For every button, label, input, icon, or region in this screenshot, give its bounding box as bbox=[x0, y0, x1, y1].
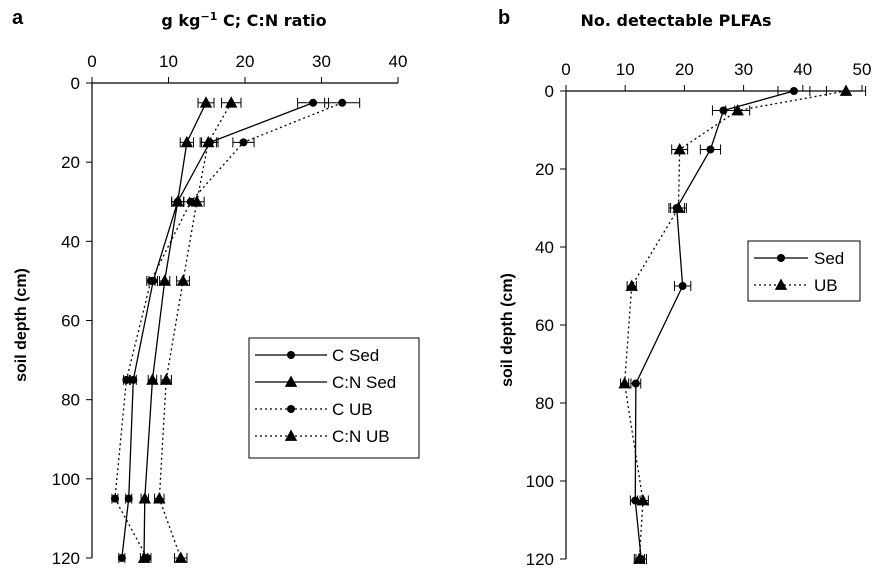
panel-a-y-tick-label: 80 bbox=[61, 391, 80, 410]
panel-a-c-n-ub-point bbox=[174, 551, 187, 563]
panel-b-x-tick-label: 20 bbox=[675, 60, 694, 79]
panel-a-axes: 0 10 20 30 40 0 20 40 60 80 100 120 bbox=[52, 52, 408, 568]
panel-b-legend-ub-marker bbox=[774, 278, 788, 290]
panel-a-c-sed-point bbox=[124, 494, 133, 503]
panel-b-sed-point bbox=[706, 145, 715, 154]
panel-b-x-tick-label: 0 bbox=[561, 60, 570, 79]
panel-b-ub-point bbox=[672, 201, 685, 213]
panel-a-x-tick-label: 0 bbox=[87, 52, 96, 71]
panel-b-legend-sed-label: Sed bbox=[814, 249, 844, 268]
panel-b-x-tick-label: 50 bbox=[853, 60, 872, 79]
panel-b-error-bars bbox=[620, 86, 867, 564]
panel-b-legend: Sed UB bbox=[747, 240, 861, 302]
panel-b-y-tick-label: 100 bbox=[526, 472, 554, 491]
panel-b-sed-point bbox=[789, 87, 798, 95]
panel-b-ub-point bbox=[839, 84, 853, 96]
panel-b-sed-line bbox=[634, 90, 795, 560]
panel-a-legend-c-sed-label: C Sed bbox=[332, 346, 379, 365]
panel-a-c-ub-point bbox=[146, 276, 155, 285]
panel-a-y-tick-label: 20 bbox=[61, 153, 80, 172]
panel-a-legend-box bbox=[248, 337, 420, 459]
panel-a-c-ub-point bbox=[122, 375, 131, 384]
panel-b-ub-point bbox=[731, 104, 744, 116]
panel-b-y-tick-label: 40 bbox=[535, 238, 554, 257]
panel-a-c-n-ub-point bbox=[202, 135, 215, 148]
panel-b-series-lines bbox=[623, 90, 847, 560]
panel-a-c-n-ub-point bbox=[153, 492, 166, 504]
panel-a-c-ub-point bbox=[239, 138, 248, 147]
panel-b-y-tick-label: 0 bbox=[545, 82, 554, 101]
panel-a-legend-c-sed-marker bbox=[287, 351, 295, 359]
panel-b-x-tick-label: 40 bbox=[793, 60, 812, 79]
panel-b-markers bbox=[618, 84, 853, 564]
panel-b-legend-ub-label: UB bbox=[814, 276, 838, 295]
panel-b-ub-point bbox=[618, 377, 631, 389]
panel-a-c-n-ub-point bbox=[190, 195, 203, 207]
panel-a: a g kg−1 C; C:N ratio soil depth (cm) 0 1… bbox=[12, 7, 420, 568]
panel-b-letter: b bbox=[498, 7, 510, 29]
panel-b-y-axis-label: soil depth (cm) bbox=[499, 273, 516, 387]
panel-a-x-tick-label: 20 bbox=[236, 52, 255, 71]
panel-a-c-n-ub-line bbox=[158, 102, 232, 559]
panel-a-y-tick-label: 100 bbox=[52, 470, 80, 489]
panel-a-y-tick-label: 0 bbox=[71, 74, 80, 93]
panel-b-legend-box bbox=[747, 240, 861, 302]
panel-a-y-tick-label: 60 bbox=[61, 312, 80, 331]
panel-a-legend-c-ub-marker bbox=[287, 405, 295, 413]
panel-b-legend-sed-marker bbox=[777, 254, 785, 262]
panel-a-c-n-ub-point bbox=[225, 96, 238, 108]
panel-a-c-n-sed-point bbox=[138, 492, 151, 504]
panel-b-y-tick-label: 20 bbox=[535, 160, 554, 179]
panel-a-c-n-sed-point bbox=[146, 373, 159, 385]
panel-a-c-sed-point bbox=[309, 98, 318, 107]
panel-b-sed-point bbox=[678, 282, 687, 290]
panel-a-c-n-sed-point bbox=[180, 135, 194, 148]
panel-a-x-tick-label: 40 bbox=[389, 52, 408, 71]
panel-a-y-axis-label: soil depth (cm) bbox=[13, 268, 30, 382]
panel-a-x-tick-label: 10 bbox=[159, 52, 178, 71]
panel-a-legend-c-n-ub-marker bbox=[284, 429, 298, 441]
panel-b-y-tick-label: 60 bbox=[535, 316, 554, 335]
panel-a-legend-c-n-sed-label: C:N Sed bbox=[332, 373, 396, 392]
panel-a-legend: C Sed C:N Sed C UB C:N UB bbox=[248, 337, 420, 459]
panel-b-sed-point bbox=[719, 106, 728, 115]
panel-a-error-bars bbox=[111, 97, 361, 563]
panel-b-sed-point bbox=[631, 496, 640, 505]
panel-a-y-tick-label: 40 bbox=[61, 232, 80, 251]
panel-b-sed-point bbox=[631, 379, 640, 388]
panel-b-ub-point bbox=[636, 494, 650, 506]
panel-b-ub-point bbox=[673, 143, 686, 155]
panel-a-c-n-sed-point bbox=[158, 274, 171, 286]
panel-a-series-lines bbox=[114, 102, 343, 559]
panel-a-x-axis-title: g kg−1 C; C:N ratio bbox=[161, 10, 326, 31]
panel-a-c-n-ub-point bbox=[176, 274, 190, 286]
panel-a-c-n-sed-point bbox=[199, 96, 213, 108]
panel-a-c-ub-point bbox=[143, 554, 152, 562]
panel-b-axes: 0 10 20 30 40 50 0 20 40 60 80 100 120 bbox=[526, 60, 872, 569]
panel-a-c-ub-point bbox=[110, 494, 119, 503]
panel-a-c-sed-point bbox=[117, 554, 126, 562]
panel-a-c-ub-point bbox=[338, 98, 347, 107]
panel-b-x-tick-label: 30 bbox=[734, 60, 753, 79]
panel-b-x-tick-label: 10 bbox=[616, 60, 635, 79]
panel-a-legend-c-ub-label: C UB bbox=[332, 400, 373, 419]
panel-a-legend-c-n-sed-marker bbox=[284, 375, 298, 387]
panel-a-letter: a bbox=[12, 7, 24, 29]
panel-b-ub-point bbox=[633, 552, 646, 564]
panel-b-x-axis-title: No. detectable PLFAs bbox=[580, 11, 771, 30]
panel-b-y-tick-label: 120 bbox=[526, 550, 554, 569]
panel-b: b No. detectable PLFAs soil depth (cm) 0… bbox=[498, 7, 871, 569]
panel-a-c-n-ub-point bbox=[160, 373, 173, 385]
panel-b-ub-line bbox=[623, 90, 847, 560]
panel-a-c-ub-line bbox=[114, 102, 343, 559]
panel-a-c-sed-point bbox=[129, 375, 138, 384]
panel-a-y-tick-label: 120 bbox=[52, 549, 80, 568]
panel-a-legend-c-n-ub-label: C:N UB bbox=[332, 427, 390, 446]
panel-a-c-n-sed-point bbox=[171, 195, 184, 207]
panel-b-ub-point bbox=[625, 279, 638, 291]
panel-a-markers bbox=[110, 96, 347, 563]
panel-b-y-tick-label: 80 bbox=[535, 394, 554, 413]
panel-a-x-tick-label: 30 bbox=[312, 52, 331, 71]
